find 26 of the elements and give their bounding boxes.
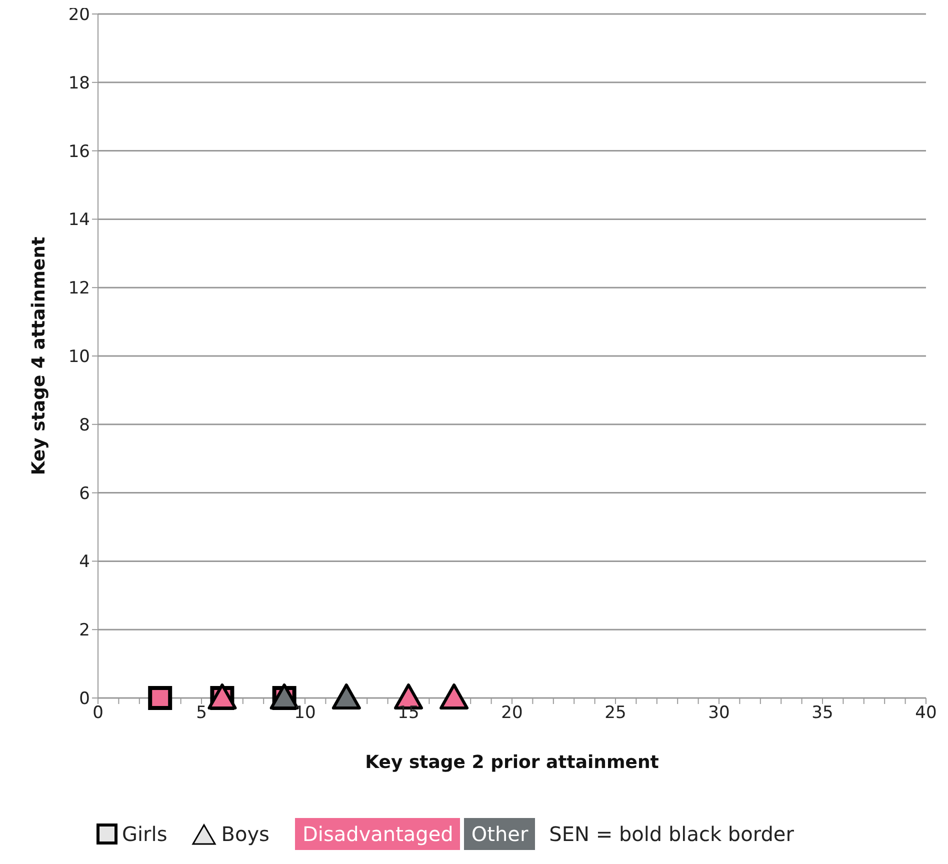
y-axis-title: Key stage 4 attainment bbox=[28, 236, 50, 476]
x-tick-label: 15 bbox=[398, 703, 420, 724]
y-tick-label: 16 bbox=[68, 142, 90, 162]
y-tick-label: 0 bbox=[79, 689, 90, 710]
y-tick-label: 10 bbox=[68, 347, 90, 368]
y-tick-label: 2 bbox=[79, 620, 90, 641]
y-tick-label: 18 bbox=[68, 73, 90, 94]
x-tick-label: 40 bbox=[915, 703, 937, 724]
text: Boys bbox=[220, 822, 270, 846]
x-tick-label: 35 bbox=[812, 703, 834, 724]
x-tick-label: 20 bbox=[501, 703, 523, 724]
x-tick-label: 5 bbox=[196, 703, 207, 724]
x-tick-label: 10 bbox=[294, 703, 316, 724]
text: Disadvantaged bbox=[295, 818, 460, 850]
y-tick-label: 14 bbox=[68, 210, 90, 230]
y-tick-label: 4 bbox=[79, 552, 90, 572]
text: Girls bbox=[121, 822, 168, 846]
x-axis-title: Key stage 2 prior attainment bbox=[365, 752, 660, 773]
x-tick-label: 30 bbox=[708, 703, 730, 724]
text: SEN = bold black border bbox=[549, 822, 794, 846]
y-tick-label: 6 bbox=[79, 484, 90, 504]
text: Other bbox=[464, 818, 536, 850]
y-tick-label: 8 bbox=[79, 415, 90, 436]
x-tick-label: 25 bbox=[604, 703, 626, 724]
y-tick-label: 12 bbox=[68, 278, 90, 299]
x-tick-label: 0 bbox=[92, 703, 104, 724]
